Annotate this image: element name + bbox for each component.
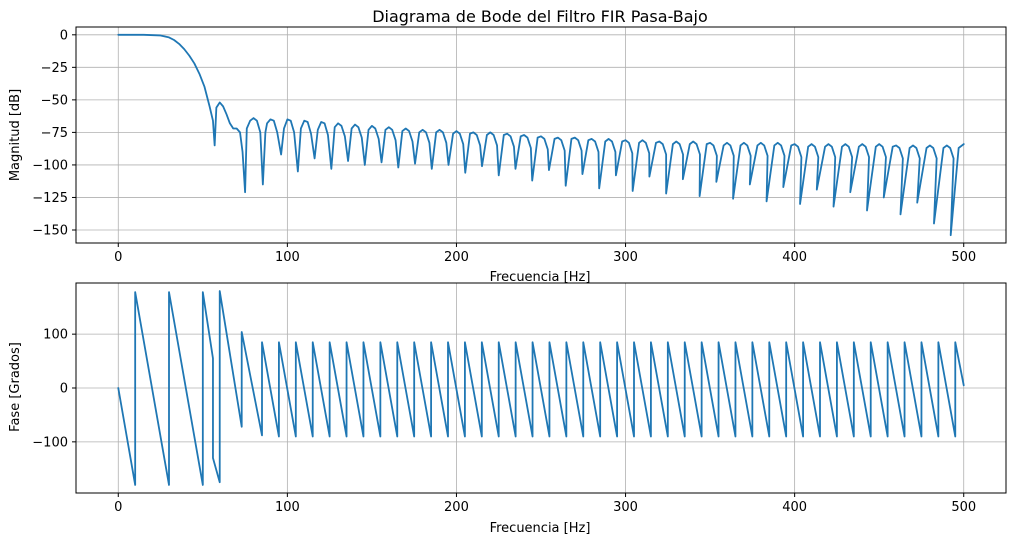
magnitude-x-tick-label: 200 [444, 250, 469, 265]
phase-series [117, 290, 965, 486]
chart-title: Diagrama de Bode del Filtro FIR Pasa-Baj… [372, 7, 708, 26]
phase-x-axis-label: Frecuencia [Hz] [490, 521, 591, 536]
magnitude-grid [76, 27, 1006, 243]
magnitude-y-tick-label: −75 [41, 126, 68, 141]
magnitude-x-tick-label: 400 [782, 250, 807, 265]
phase-x-tick-label: 100 [275, 500, 300, 515]
magnitude-ticks: 0 100 200 300 400 500 0 −25 −50 −75 −100 −125 −150 [32, 28, 976, 265]
magnitude-y-tick-label: −50 [41, 93, 68, 108]
magnitude-y-tick-label: 0 [60, 28, 68, 43]
magnitude-x-tick-label: 500 [951, 250, 976, 265]
magnitude-series [117, 33, 965, 237]
phase-x-tick-label: 0 [114, 500, 122, 515]
phase-y-tick-label: 100 [43, 328, 68, 343]
phase-x-tick-label: 400 [782, 500, 807, 515]
magnitude-y-tick-label: −125 [32, 191, 68, 206]
magnitude-series-line [117, 33, 965, 237]
magnitude-y-tick-label: −150 [32, 223, 68, 238]
magnitude-x-axis-label: Frecuencia [Hz] [490, 270, 591, 285]
magnitude-plot: Diagrama de Bode del Filtro FIR Pasa-Baj… [8, 7, 1007, 285]
magnitude-axes-frame [75, 26, 1007, 244]
phase-series-line [117, 290, 965, 486]
phase-x-tick-label: 500 [951, 500, 976, 515]
magnitude-y-axis-label: Magnitud [dB] [8, 89, 23, 181]
phase-axes-frame [75, 282, 1007, 494]
magnitude-x-tick-label: 100 [275, 250, 300, 265]
phase-x-tick-label: 200 [444, 500, 469, 515]
phase-y-axis-label: Fase [Grados] [8, 342, 23, 432]
phase-ticks: 0 100 200 300 400 500 100 0 −100 [32, 328, 976, 515]
magnitude-y-tick-label: −25 [41, 61, 68, 76]
phase-plot: 0 100 200 300 400 500 100 0 −100 Frecuencia [Hz]… [8, 282, 1007, 536]
magnitude-x-tick-label: 0 [114, 250, 122, 265]
magnitude-y-tick-label: −100 [32, 158, 68, 173]
magnitude-x-tick-label: 300 [613, 250, 638, 265]
phase-y-tick-label: 0 [60, 382, 68, 397]
phase-x-tick-label: 300 [613, 500, 638, 515]
phase-y-tick-label: −100 [32, 435, 68, 450]
